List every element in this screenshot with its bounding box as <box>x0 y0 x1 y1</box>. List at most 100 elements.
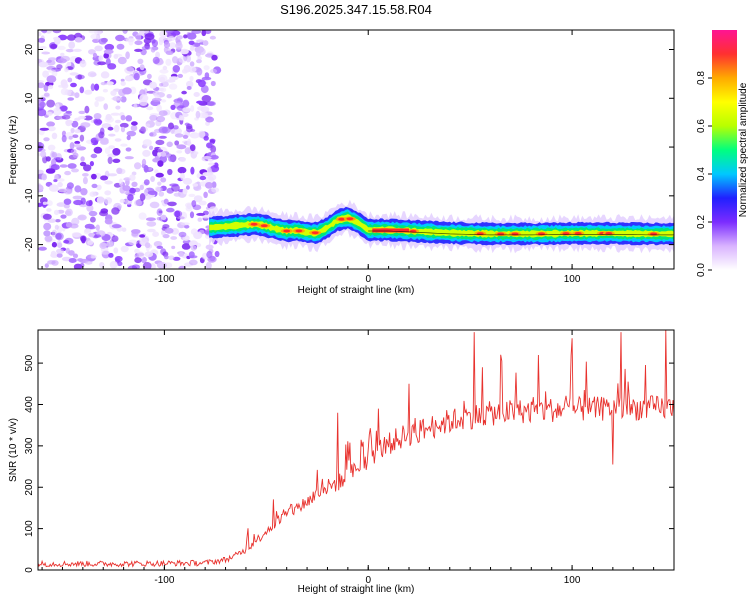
noise-speckle <box>168 255 175 261</box>
noise-speckle <box>201 214 210 219</box>
noise-speckle <box>203 135 209 141</box>
noise-speckle <box>52 107 62 116</box>
noise-speckle <box>196 212 206 216</box>
noise-speckle <box>60 214 67 219</box>
noise-speckle <box>124 156 134 160</box>
noise-speckle <box>156 245 164 249</box>
noise-speckle <box>205 116 215 123</box>
noise-speckle <box>117 56 127 65</box>
noise-speckle <box>189 61 195 67</box>
noise-speckle <box>198 200 207 206</box>
noise-speckle <box>122 30 128 34</box>
noise-speckle <box>48 84 54 90</box>
noise-speckle <box>82 176 88 185</box>
noise-speckle <box>200 85 209 94</box>
noise-speckle <box>111 224 122 229</box>
noise-speckle <box>38 80 44 84</box>
noise-speckle <box>111 207 120 215</box>
noise-speckle <box>191 200 197 208</box>
noise-speckle <box>57 242 63 248</box>
noise-speckle <box>173 192 181 197</box>
snr-y-tick-label: 100 <box>24 520 35 537</box>
noise-speckle <box>144 30 149 34</box>
noise-speckle <box>160 177 167 183</box>
noise-speckle <box>169 183 179 187</box>
noise-speckle <box>108 252 114 258</box>
noise-speckle <box>94 96 105 102</box>
noise-speckle <box>184 147 191 155</box>
noise-speckle <box>178 265 186 269</box>
noise-speckle <box>101 123 112 129</box>
noise-speckle <box>181 243 191 250</box>
noise-speckle <box>172 65 180 73</box>
noise-speckle <box>112 95 123 102</box>
noise-speckle <box>158 191 165 197</box>
noise-speckle <box>168 155 174 162</box>
noise-speckle <box>186 86 192 90</box>
spectrogram-content <box>38 30 674 269</box>
noise-speckle <box>120 96 127 103</box>
noise-speckle <box>47 69 57 73</box>
noise-speckle <box>97 61 107 66</box>
noise-speckle <box>129 174 136 182</box>
noise-speckle <box>169 76 179 81</box>
noise-speckle <box>79 60 87 68</box>
noise-speckle <box>178 231 187 238</box>
noise-speckle <box>143 165 149 173</box>
noise-speckle <box>112 148 121 156</box>
noise-speckle <box>174 140 180 146</box>
noise-speckle <box>168 83 178 90</box>
ridge-centerline <box>368 230 674 236</box>
noise-speckle <box>38 82 45 89</box>
noise-speckle <box>189 75 194 82</box>
noise-speckle <box>38 31 42 37</box>
noise-speckle <box>186 125 193 133</box>
noise-speckle <box>100 250 110 255</box>
noise-speckle <box>155 172 164 178</box>
noise-speckle <box>109 261 118 269</box>
noise-speckle <box>104 197 113 205</box>
noise-speckle <box>120 81 126 86</box>
noise-speckle <box>162 65 168 71</box>
noise-speckle <box>46 59 52 63</box>
noise-speckle <box>46 99 55 108</box>
noise-speckle <box>155 139 165 146</box>
noise-speckle <box>99 242 107 250</box>
noise-speckle <box>96 196 105 204</box>
noise-speckle <box>144 251 154 258</box>
noise-speckle <box>112 158 121 163</box>
noise-speckle <box>177 35 184 40</box>
noise-speckle <box>116 167 123 174</box>
noise-speckle <box>83 164 92 172</box>
noise-speckle <box>144 242 151 249</box>
noise-speckle <box>131 229 141 234</box>
noise-speckle <box>95 224 100 231</box>
noise-speckle <box>64 170 71 176</box>
noise-speckle <box>147 190 158 196</box>
noise-speckle <box>157 181 162 186</box>
noise-speckle <box>203 191 208 198</box>
noise-speckle <box>159 69 169 74</box>
noise-speckle <box>46 208 52 212</box>
noise-speckle <box>202 172 211 177</box>
colorbar-tick-label: 0.6 <box>696 119 707 133</box>
spectrogram-y-tick-label: -20 <box>24 237 35 252</box>
noise-speckle <box>38 61 49 68</box>
noise-speckle <box>98 38 107 45</box>
snr-y-tick-label: 200 <box>24 478 35 495</box>
noise-speckle <box>50 252 59 258</box>
noise-speckle <box>178 56 187 63</box>
noise-speckle <box>178 252 184 257</box>
noise-speckle <box>127 265 138 269</box>
noise-speckle <box>173 210 183 218</box>
noise-speckle <box>119 198 126 203</box>
noise-speckle <box>63 239 70 244</box>
noise-speckle <box>69 142 75 150</box>
noise-speckle <box>195 50 201 57</box>
noise-speckle <box>127 194 134 201</box>
noise-speckle <box>190 105 195 112</box>
noise-speckle <box>204 30 212 35</box>
noise-speckle <box>150 38 156 44</box>
noise-speckle <box>40 150 47 158</box>
noise-speckle <box>111 235 119 242</box>
